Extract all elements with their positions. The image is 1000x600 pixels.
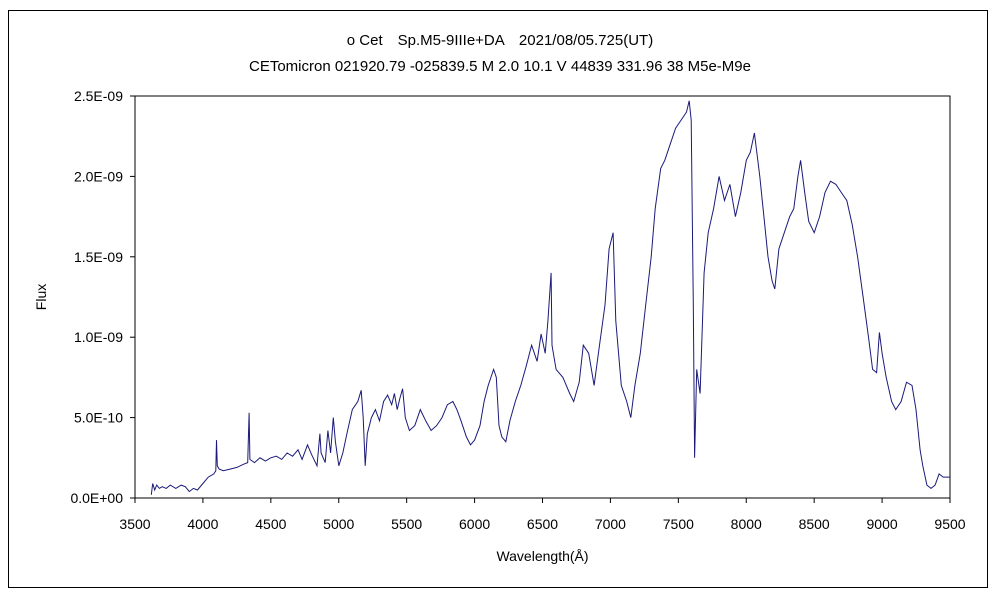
x-axis-label: Wavelength(Å) xyxy=(496,548,588,564)
x-tick-label: 8500 xyxy=(799,516,830,532)
x-tick-label: 6000 xyxy=(459,516,490,532)
y-tick-label: 1.0E-09 xyxy=(74,329,123,345)
x-tick-label: 4000 xyxy=(187,516,218,532)
y-tick-label: 1.5E-09 xyxy=(74,249,123,265)
axis-ticks: 3500 4000 4500 5000 5500 6000 6500 7000 7500 8000… xyxy=(70,88,965,532)
x-tick-label: 5500 xyxy=(391,516,422,532)
x-tick-label: 7000 xyxy=(595,516,626,532)
x-tick-label: 9000 xyxy=(867,516,898,532)
spectrum-line xyxy=(150,100,950,495)
x-tick-label: 5000 xyxy=(323,516,354,532)
plot-area xyxy=(134,95,951,499)
y-axis-label: Flux xyxy=(33,284,49,310)
y-tick-label: 2.5E-09 xyxy=(74,88,123,104)
y-tick-label: 2.0E-09 xyxy=(74,168,123,184)
x-tick-label: 8000 xyxy=(731,516,762,532)
x-tick-label: 9500 xyxy=(934,516,965,532)
x-tick-label: 6500 xyxy=(527,516,558,532)
chart-title: ο Cet Sp.M5-9IIIe+DA 2021/08/05.725(UT) xyxy=(346,32,654,49)
x-tick-label: 3500 xyxy=(119,516,150,532)
y-tick-label: 0.0E+00 xyxy=(70,490,123,506)
x-tick-label: 4500 xyxy=(255,516,286,532)
y-tick-label: 5.0E-10 xyxy=(74,410,123,426)
x-tick-label: 7500 xyxy=(663,516,694,532)
chart-subtitle: CETomicron 021920.79 -025839.5 M 2.0 10.… xyxy=(248,58,751,75)
